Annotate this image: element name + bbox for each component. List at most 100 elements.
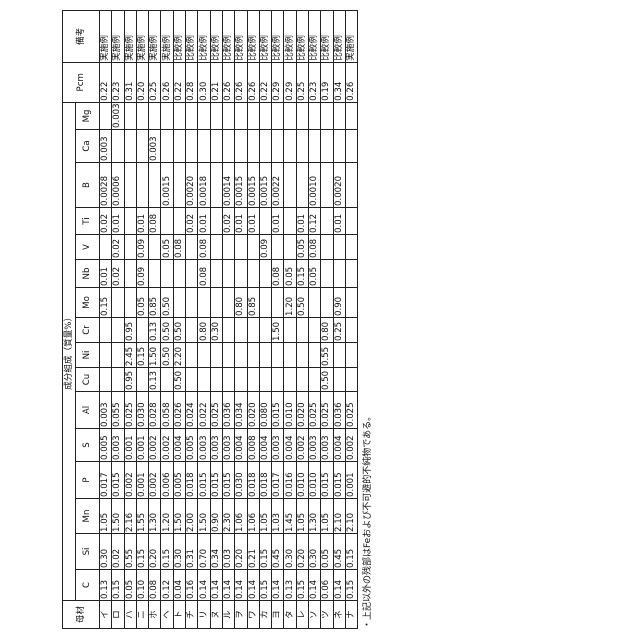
cell-cr: 0.95 <box>124 318 136 343</box>
base-material-name: ソ <box>309 601 321 629</box>
cell-ca <box>345 130 357 163</box>
cell-ti: 0.08 <box>149 208 161 235</box>
cell-b: 0.0022 <box>272 163 284 208</box>
header-mg: Mg <box>76 102 100 129</box>
cell-ni: 0.50 <box>161 343 173 368</box>
table-row: ル0.140.032.300.0150.0030.0360.020.00140.… <box>222 10 234 628</box>
cell-ca <box>296 130 308 163</box>
cell-p: 0.015 <box>112 462 124 499</box>
cell-p: 0.017 <box>272 462 284 499</box>
cell-si: 0.30 <box>284 534 296 570</box>
base-material-name: ワ <box>247 601 259 629</box>
cell-cr: 0.80 <box>198 318 210 343</box>
base-material-name: チ <box>186 601 198 629</box>
cell-p: 0.016 <box>284 462 296 499</box>
cell-pcm: 0.25 <box>149 62 161 102</box>
cell-b: 0.0015 <box>235 163 247 208</box>
cell-remark: 比較例 <box>235 10 247 62</box>
cell-mg <box>149 102 161 129</box>
cell-si: 0.15 <box>345 534 357 570</box>
table-row: ハ0.050.552.160.0020.0010.0250.952.450.95… <box>124 10 136 628</box>
cell-s: 0.005 <box>100 429 112 462</box>
cell-cu: 0.95 <box>124 368 136 392</box>
cell-b: 0.0015 <box>247 163 259 208</box>
cell-mo <box>124 288 136 318</box>
cell-mn: 1.06 <box>235 499 247 534</box>
cell-mn: 2.30 <box>222 499 234 534</box>
header-cu: Cu <box>76 368 100 392</box>
base-material-name: ヘ <box>161 601 173 629</box>
cell-al: 0.010 <box>284 392 296 429</box>
cell-p: 0.010 <box>296 462 308 499</box>
cell-remark: 比較例 <box>321 10 333 62</box>
cell-mn: 1.50 <box>198 499 210 534</box>
cell-remark: 実施例 <box>136 10 148 62</box>
cell-c: 0.15 <box>345 570 357 601</box>
cell-si: 0.30 <box>100 534 112 570</box>
cell-b: 0.0015 <box>259 163 271 208</box>
cell-v: 0.08 <box>173 235 185 260</box>
cell-p: 0.015 <box>333 462 345 499</box>
header-v: V <box>76 235 100 260</box>
cell-si: 0.15 <box>161 534 173 570</box>
cell-mg <box>222 102 234 129</box>
cell-p: 0.006 <box>161 462 173 499</box>
cell-mn: 2.16 <box>124 499 136 534</box>
cell-mo <box>210 288 222 318</box>
table-row: ニ0.100.151.550.0010.0010.0300.150.050.09… <box>136 10 148 628</box>
base-material-name: イ <box>100 601 112 629</box>
cell-ti <box>284 208 296 235</box>
cell-ca <box>124 130 136 163</box>
cell-b <box>284 163 296 208</box>
cell-nb: 0.09 <box>136 260 148 288</box>
cell-mg <box>186 102 198 129</box>
cell-nb <box>345 260 357 288</box>
table-row: ナ0.150.152.100.0010.0020.0250.26実施例 <box>345 10 357 628</box>
cell-ca <box>309 130 321 163</box>
cell-s: 0.002 <box>149 429 161 462</box>
cell-cr: 0.30 <box>210 318 222 343</box>
cell-b: 0.0015 <box>161 163 173 208</box>
cell-al: 0.026 <box>173 392 185 429</box>
cell-s: 0.003 <box>112 429 124 462</box>
cell-pcm: 0.22 <box>100 62 112 102</box>
table-row: カ0.150.151.050.0180.0040.0800.090.00150.… <box>259 10 271 628</box>
cell-mo <box>345 288 357 318</box>
cell-si: 0.70 <box>198 534 210 570</box>
cell-mo: 0.80 <box>235 288 247 318</box>
cell-b <box>173 163 185 208</box>
cell-al: 0.028 <box>149 392 161 429</box>
cell-remark: 比較例 <box>272 10 284 62</box>
cell-si: 0.20 <box>296 534 308 570</box>
cell-al: 0.020 <box>296 392 308 429</box>
cell-ni <box>333 343 345 368</box>
cell-mg <box>247 102 259 129</box>
cell-cr: 0.13 <box>149 318 161 343</box>
cell-b <box>296 163 308 208</box>
cell-ti: 0.02 <box>186 208 198 235</box>
cell-al: 0.025 <box>124 392 136 429</box>
cell-ti <box>173 208 185 235</box>
table-row: ヲ0.140.201.060.0300.0040.0340.800.010.00… <box>235 10 247 628</box>
cell-mo <box>321 288 333 318</box>
cell-ni <box>222 343 234 368</box>
table-row: ロ0.150.021.500.0150.0030.0550.020.020.01… <box>112 10 124 628</box>
cell-s: 0.002 <box>296 429 308 462</box>
cell-c: 0.06 <box>321 570 333 601</box>
cell-cr <box>100 318 112 343</box>
base-material-name: ホ <box>149 601 161 629</box>
cell-si: 0.30 <box>309 534 321 570</box>
base-material-name: ナ <box>345 601 357 629</box>
cell-mn: 1.03 <box>272 499 284 534</box>
cell-ca <box>198 130 210 163</box>
table-row: レ0.150.201.050.0100.0020.0200.500.150.05… <box>296 10 308 628</box>
header-ti: Ti <box>76 208 100 235</box>
cell-p: 0.015 <box>210 462 222 499</box>
cell-pcm: 0.29 <box>284 62 296 102</box>
cell-s: 0.004 <box>333 429 345 462</box>
cell-si: 0.15 <box>259 534 271 570</box>
cell-remark: 実施例 <box>149 10 161 62</box>
cell-v: 0.09 <box>136 235 148 260</box>
cell-ti: 0.12 <box>309 208 321 235</box>
footnote: ・上記以外の残部はFeおよび不可避的不純物である。 <box>360 11 373 629</box>
